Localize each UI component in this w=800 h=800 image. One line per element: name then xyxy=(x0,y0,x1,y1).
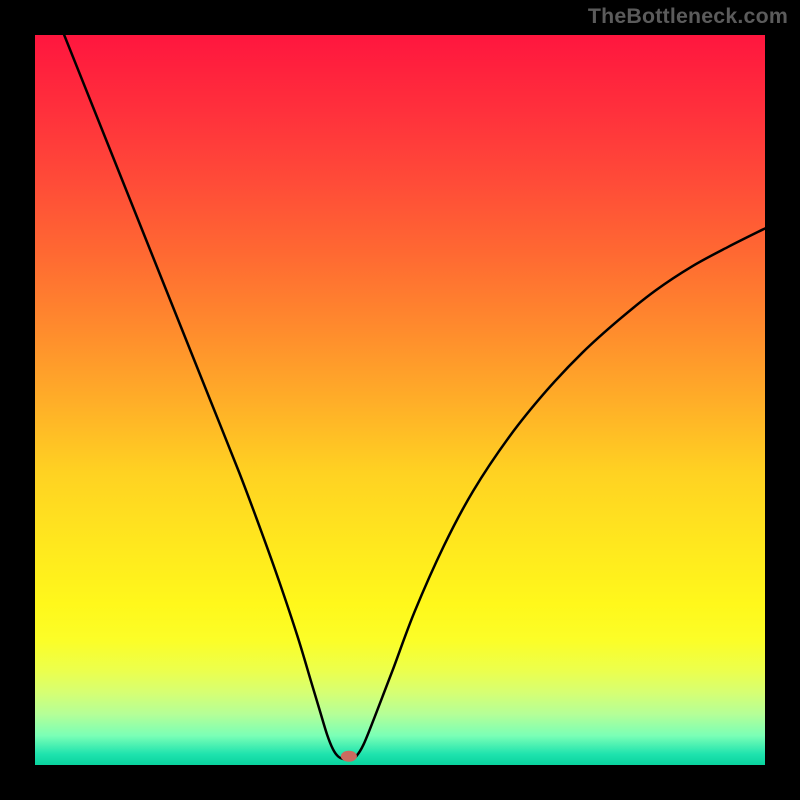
gradient-background xyxy=(35,35,765,765)
plot-area xyxy=(35,35,765,765)
watermark-text: TheBottleneck.com xyxy=(588,4,788,29)
optimal-point-marker xyxy=(341,751,357,762)
plot-svg xyxy=(35,35,765,765)
chart-container: TheBottleneck.com xyxy=(0,0,800,800)
